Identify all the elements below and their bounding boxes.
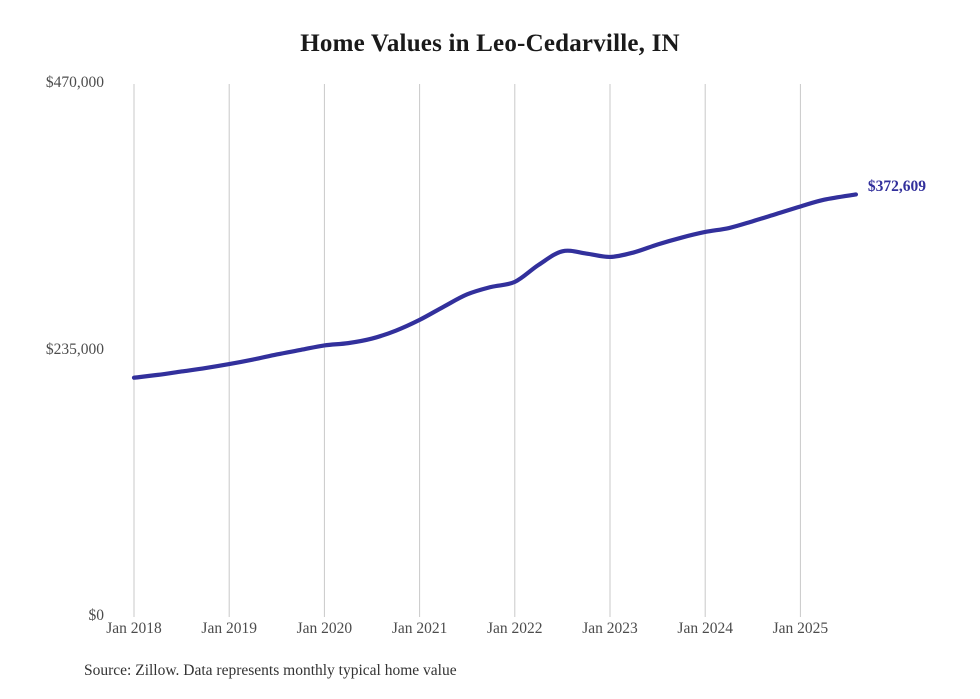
chart-series-group (131, 192, 859, 380)
y-axis-tick-label-top: $470,000 (45, 74, 104, 91)
x-axis-tick-label-2022: Jan 2022 (487, 620, 543, 637)
y-axis-tick-label-bottom: $0 (88, 607, 105, 624)
series-end-value-annotation: $372,609 (867, 178, 927, 196)
chart-gridlines (133, 84, 801, 617)
source-note: Source: Zillow. Data represents monthly … (84, 662, 457, 679)
x-axis-tick-label-2024: Jan 2024 (677, 620, 733, 637)
x-axis-tick-label-2019: Jan 2019 (201, 620, 257, 637)
x-axis-tick-label-2018: Jan 2018 (106, 620, 162, 637)
x-axis-tick-label-2025: Jan 2025 (772, 620, 829, 637)
series-line (131, 192, 859, 380)
x-axis-tick-label-2023: Jan 2023 (582, 620, 638, 637)
x-axis-tick-label-2020: Jan 2020 (296, 620, 353, 637)
y-axis-tick-label-mid: $235,000 (45, 340, 104, 358)
x-axis-tick-label-2021: Jan 2021 (391, 620, 448, 637)
chart-title: Home Values in Leo-Cedarville, IN (300, 30, 680, 57)
